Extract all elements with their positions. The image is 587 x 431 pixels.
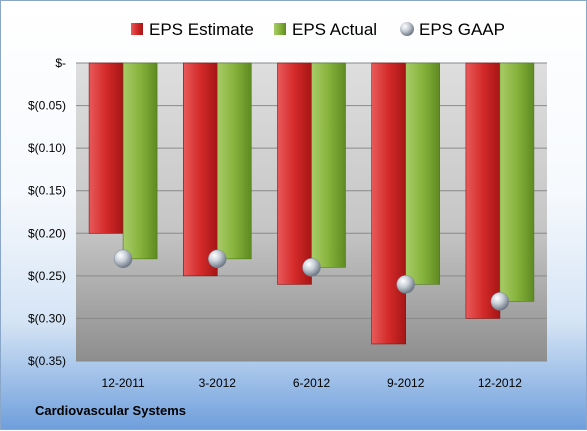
legend-swatch (131, 23, 143, 35)
y-tick-label: $(0.05) (28, 99, 66, 113)
y-tick-label: $(0.35) (28, 354, 66, 368)
y-tick-label: $(0.30) (28, 311, 66, 325)
eps-actual-bar (217, 62, 252, 260)
y-tick-label: $(0.25) (28, 269, 66, 283)
eps-estimate-bar (88, 62, 124, 234)
eps-gaap-marker (302, 258, 321, 277)
legend-swatch (274, 23, 286, 35)
eps-actual-bar (311, 62, 346, 268)
y-tick-label: $- (55, 56, 66, 70)
eps-gaap-marker (208, 249, 227, 269)
eps-estimate-bar (465, 62, 501, 319)
y-tick-label: $(0.20) (28, 226, 66, 240)
eps-gaap-marker (396, 275, 415, 294)
legend-label: EPS Estimate (149, 20, 254, 39)
eps-estimate-bar (371, 62, 407, 345)
x-tick-label: 9-2012 (387, 376, 425, 390)
x-tick-label: 12-2011 (102, 376, 145, 390)
x-tick-label: 3-2012 (199, 376, 237, 390)
legend-swatch (400, 22, 414, 36)
company-name: Cardiovascular Systems (35, 403, 187, 418)
x-axis-ticks: 12-2011 3-2012 6-2012 9-2012 12-2012 (102, 376, 523, 390)
y-axis-ticks: $- $(0.05) $(0.10) $(0.15) $(0.20) $(0.25) $(0… (28, 56, 66, 368)
gaap-markers (113, 249, 510, 311)
eps-gaap-marker (490, 292, 510, 311)
x-tick-label: 6-2012 (293, 376, 331, 390)
legend-label: EPS Actual (292, 20, 377, 39)
y-tick-label: $(0.10) (28, 141, 66, 155)
eps-estimate-bar (183, 62, 218, 277)
eps-actual-bar (405, 62, 441, 285)
y-tick-label: $(0.15) (28, 184, 66, 198)
eps-actual-bar (499, 62, 535, 302)
legend: EPS Estimate EPS Actual EPS GAAP (131, 20, 505, 39)
bars (88, 62, 535, 345)
legend-label: EPS GAAP (419, 20, 505, 39)
eps-gaap-marker (113, 249, 133, 269)
x-tick-label: 12-2012 (478, 376, 522, 390)
eps-estimate-bar (277, 62, 312, 285)
eps-actual-bar (122, 62, 158, 260)
